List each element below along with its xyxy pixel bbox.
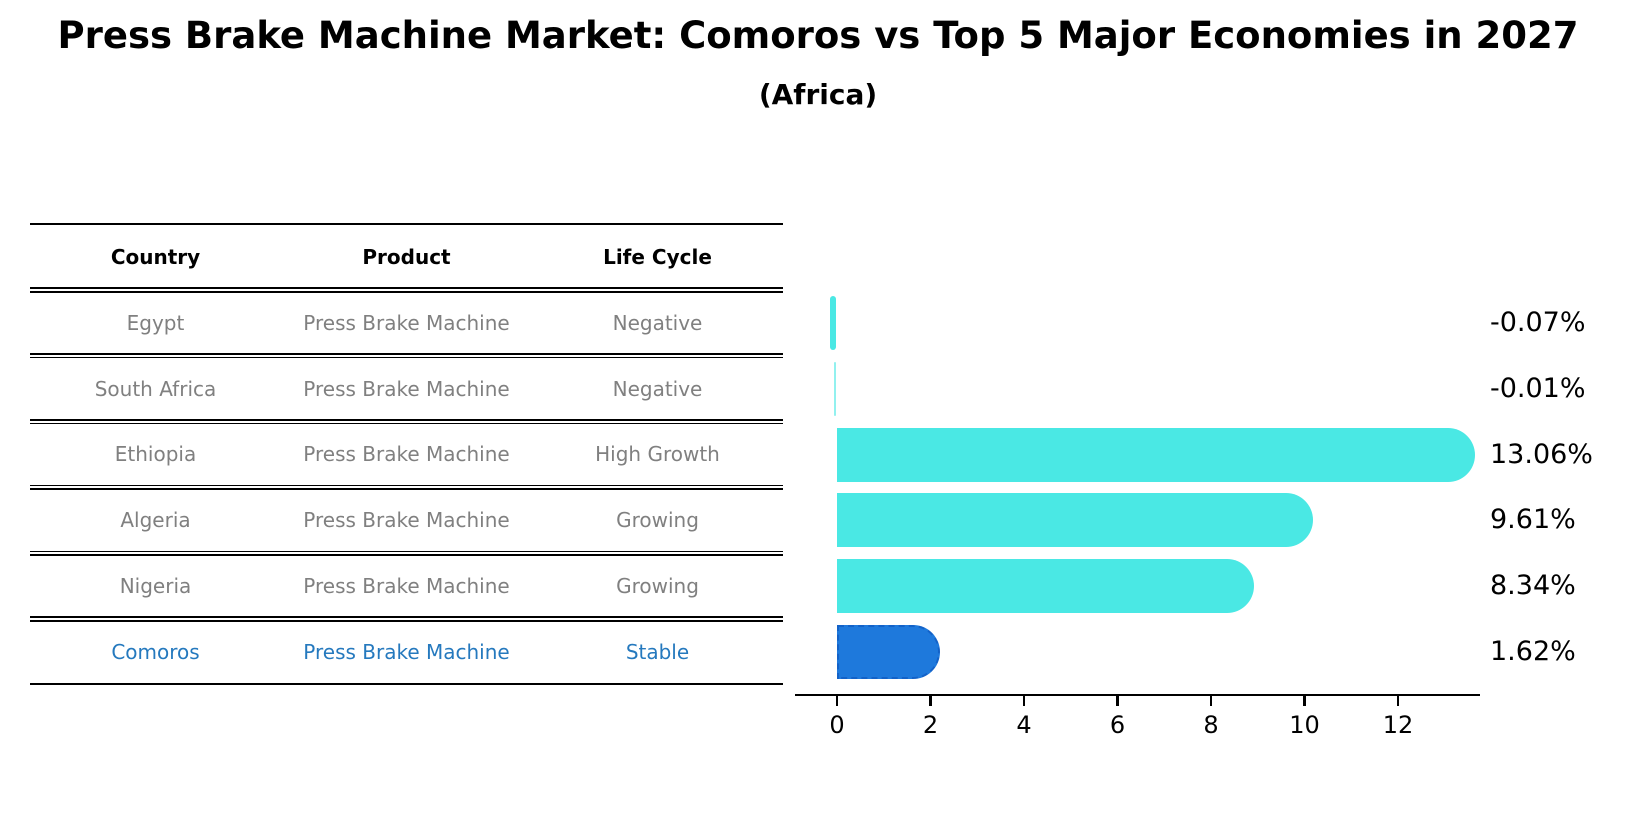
cell-product: Press Brake Machine: [303, 310, 510, 335]
bar-comoros: [837, 624, 940, 679]
cell-country: Comoros: [111, 639, 200, 664]
bar-value-label: 1.62%: [1490, 635, 1576, 667]
cell-country: Ethiopia: [114, 442, 197, 467]
bar-algeria: [837, 493, 1314, 548]
table-separator: [30, 554, 783, 556]
bar-value-label: 13.06%: [1490, 438, 1593, 470]
x-axis-tick-label: 8: [1203, 711, 1219, 739]
x-axis-tick: [1022, 695, 1026, 706]
table-separator: [30, 353, 783, 355]
x-axis-tick: [835, 695, 839, 706]
bar-value-label: 9.61%: [1490, 504, 1576, 536]
table-separator: [30, 290, 783, 293]
cell-country: Algeria: [120, 508, 191, 533]
table-separator: [30, 356, 783, 359]
table-separator: [30, 682, 783, 685]
x-axis-tick-label: 12: [1382, 711, 1414, 739]
table-separator: [30, 550, 783, 553]
chart-title: Press Brake Machine Market: Comoros vs T…: [57, 14, 1579, 57]
x-axis-line: [795, 693, 1480, 696]
x-axis-tick-label: 4: [1016, 711, 1032, 739]
table-row: Ethiopia Press Brake Machine High Growth: [30, 422, 783, 488]
bar-nigeria: [837, 559, 1254, 614]
x-axis-tick: [1209, 695, 1213, 706]
table-header-life-cycle: Life Cycle: [603, 244, 712, 269]
cell-life-cycle: Negative: [612, 376, 703, 401]
cell-life-cycle: Stable: [625, 639, 690, 664]
table-header-country: Country: [110, 244, 201, 269]
bar-value-label: -0.01%: [1490, 372, 1586, 404]
cell-life-cycle: Negative: [612, 310, 703, 335]
cell-country: South Africa: [94, 376, 217, 401]
x-axis-tick-label: 2: [922, 711, 939, 739]
cell-life-cycle: Growing: [616, 574, 699, 599]
cell-product: Press Brake Machine: [303, 508, 510, 533]
cell-product: Press Brake Machine: [303, 442, 510, 467]
x-axis-tick: [1303, 695, 1306, 706]
table-row: Egypt Press Brake Machine Negative: [30, 290, 783, 356]
table-header-product: Product: [362, 244, 451, 269]
table-row: Algeria Press Brake Machine Growing: [30, 487, 783, 553]
bar-value-label: -0.07%: [1490, 306, 1586, 338]
table-row: South Africa Press Brake Machine Negativ…: [30, 356, 783, 422]
table-separator: [30, 422, 783, 425]
bar-south-africa: [834, 361, 836, 416]
cell-product: Press Brake Machine: [303, 574, 510, 599]
cell-country: Nigeria: [119, 574, 192, 599]
x-axis-tick: [929, 695, 932, 706]
table-header-row: Country Product Life Cycle: [30, 223, 783, 290]
table-separator: [30, 619, 783, 622]
x-axis-tick-label: 6: [1109, 711, 1126, 739]
country-table: Country Product Life Cycle Egypt Press B…: [30, 223, 783, 685]
table-separator: [30, 223, 783, 226]
bar-ethiopia: [837, 427, 1475, 482]
bar-egypt: [830, 295, 836, 350]
cell-country: Egypt: [126, 310, 185, 335]
table-row: Nigeria Press Brake Machine Growing: [30, 553, 783, 619]
table-separator: [30, 488, 783, 490]
bar-value-label: 8.34%: [1490, 570, 1576, 602]
x-axis-tick-label: 10: [1289, 711, 1320, 739]
cell-product: Press Brake Machine: [303, 376, 510, 401]
cell-product: Press Brake Machine: [303, 639, 510, 664]
cell-life-cycle: High Growth: [595, 442, 720, 467]
table-separator: [30, 484, 783, 487]
cell-life-cycle: Growing: [616, 508, 699, 533]
table-separator: [30, 419, 783, 421]
x-axis-tick: [1396, 695, 1400, 706]
table-separator: [30, 616, 783, 619]
chart-subtitle: (Africa): [758, 78, 878, 111]
table-separator: [30, 287, 783, 290]
x-axis-tick-label: 0: [829, 711, 845, 739]
x-axis-tick: [1116, 695, 1119, 706]
table-row: Comoros Press Brake Machine Stable: [30, 619, 783, 685]
